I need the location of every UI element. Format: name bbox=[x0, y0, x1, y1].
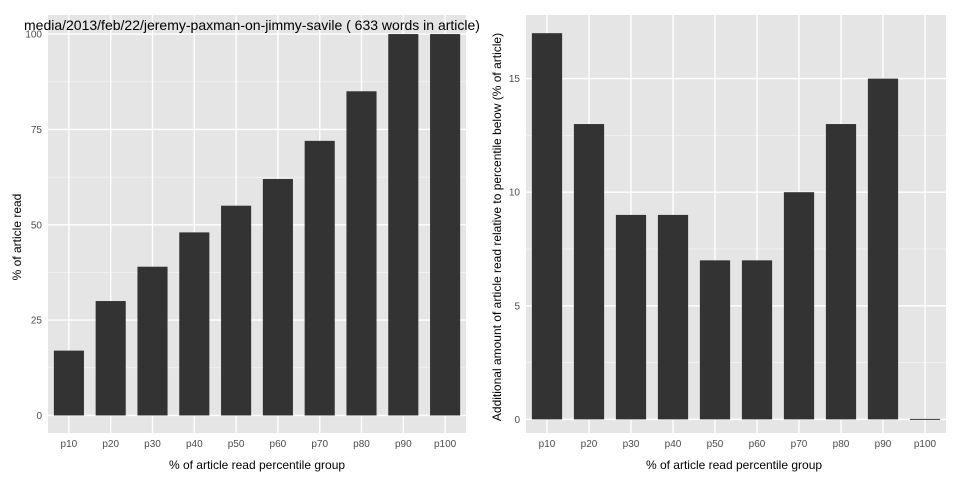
chart-right-y-axis-title: Additional amount of article read relati… bbox=[490, 33, 504, 421]
right-bar-p90 bbox=[867, 78, 899, 420]
left-bar-p10 bbox=[53, 350, 84, 416]
right-bar-p10 bbox=[531, 33, 563, 420]
right-x-tick-label: p70 bbox=[791, 439, 808, 450]
right-bar-p40 bbox=[657, 214, 689, 420]
left-x-tick-label: p90 bbox=[395, 439, 412, 450]
left-y-tick-label: 25 bbox=[31, 316, 43, 327]
right-x-tick-label: p40 bbox=[665, 439, 682, 450]
chart-left-x-axis-title: % of article read percentile group bbox=[169, 458, 345, 472]
chart-right-x-axis-title: % of article read percentile group bbox=[646, 458, 822, 472]
right-bar-p100 bbox=[909, 418, 941, 420]
left-y-tick-label: 0 bbox=[36, 411, 42, 422]
right-bar-p70 bbox=[783, 192, 815, 420]
left-y-tick-label: 75 bbox=[31, 125, 43, 136]
left-x-tick-label: p50 bbox=[228, 439, 245, 450]
chart-left: 0 25 50 75 100 p10 p20 p30 p40 p50 p60 p70 p80 p90 p1… bbox=[10, 15, 480, 472]
right-bar-p60 bbox=[741, 260, 773, 420]
chart-right: 0 5 10 15 p10 p20 p30 p40 p50 p60 p70 p80 p90 p100 %… bbox=[490, 15, 946, 472]
left-x-tick-label: p100 bbox=[434, 439, 457, 450]
left-bar-p30 bbox=[137, 266, 168, 416]
right-x-tick-label: p100 bbox=[914, 439, 937, 450]
left-bar-p90 bbox=[388, 34, 419, 416]
left-x-tick-label: p10 bbox=[61, 439, 78, 450]
left-x-tick-label: p80 bbox=[353, 439, 370, 450]
right-x-tick-label: p90 bbox=[875, 439, 892, 450]
right-y-tick-label: 0 bbox=[514, 415, 520, 426]
right-x-tick-label: p20 bbox=[581, 439, 598, 450]
right-y-tick-label: 5 bbox=[514, 301, 520, 312]
left-y-tick-label: 100 bbox=[25, 30, 42, 41]
left-bar-p50 bbox=[221, 205, 252, 416]
right-y-tick-label: 15 bbox=[509, 74, 521, 85]
left-x-tick-label: p20 bbox=[102, 439, 119, 450]
left-bar-p40 bbox=[179, 232, 210, 416]
right-bar-p80 bbox=[825, 124, 857, 420]
left-x-tick-label: p40 bbox=[186, 439, 203, 450]
left-x-tick-label: p60 bbox=[270, 439, 287, 450]
left-x-tick-label: p70 bbox=[311, 439, 328, 450]
left-y-tick-label: 50 bbox=[31, 220, 43, 231]
right-x-tick-label: p60 bbox=[749, 439, 766, 450]
right-bar-p20 bbox=[573, 124, 605, 420]
right-bar-p30 bbox=[615, 214, 647, 420]
right-bar-p50 bbox=[699, 260, 731, 420]
right-x-tick-label: p50 bbox=[707, 439, 724, 450]
left-x-tick-label: p30 bbox=[144, 439, 161, 450]
right-x-tick-label: p80 bbox=[833, 439, 850, 450]
right-x-tick-label: p30 bbox=[623, 439, 640, 450]
left-bar-p100 bbox=[430, 34, 461, 416]
left-bar-p70 bbox=[304, 140, 335, 416]
left-bar-p80 bbox=[346, 91, 377, 416]
right-y-tick-label: 10 bbox=[509, 188, 521, 199]
chart-left-title: media/2013/feb/22/jeremy-paxman-on-jimmy… bbox=[24, 17, 480, 33]
chart-left-y-axis-title: % of article read bbox=[10, 194, 24, 281]
left-bar-p60 bbox=[262, 178, 293, 416]
left-bar-p20 bbox=[95, 301, 126, 416]
right-x-tick-label: p10 bbox=[539, 439, 556, 450]
